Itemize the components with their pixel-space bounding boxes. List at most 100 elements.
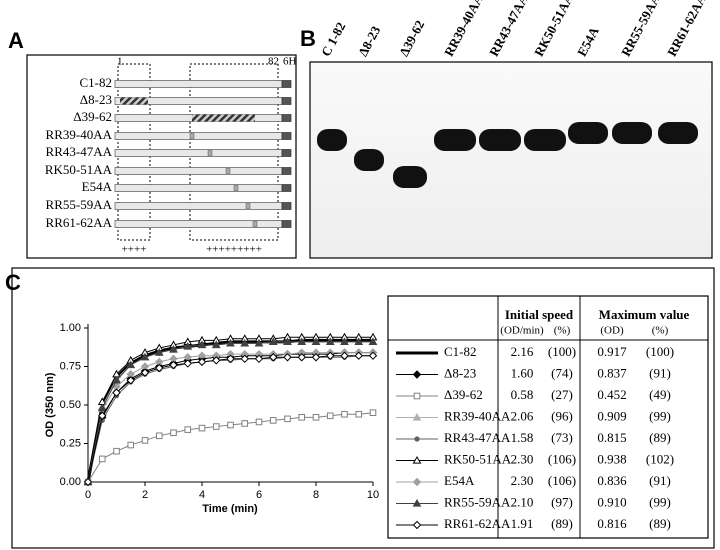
mutation (245, 203, 251, 209)
table-cell: (49) (649, 387, 671, 402)
construct-label: C1-82 (80, 75, 113, 90)
marker (412, 412, 422, 421)
marker (412, 370, 422, 379)
gel-band (479, 129, 521, 151)
marker (154, 348, 164, 356)
table-cell: (102) (646, 451, 674, 466)
table-cell: (74) (551, 365, 573, 380)
marker (283, 337, 292, 345)
construct-label: RR61-62AA (46, 215, 113, 230)
his-tag (281, 132, 292, 140)
marker (184, 426, 192, 433)
table-cell: (89) (649, 430, 671, 445)
gel-band (393, 166, 427, 188)
construct-bar (114, 202, 283, 210)
table-cell: 0.938 (597, 451, 626, 466)
his-tag (281, 149, 292, 157)
marker (297, 337, 307, 345)
construct-label: Δ39-62 (73, 109, 112, 124)
table-cell: (73) (551, 430, 573, 445)
construct-bar (114, 184, 283, 192)
marker (183, 341, 193, 350)
marker (98, 455, 106, 463)
panel-label: A (8, 28, 24, 53)
table-header: Initial speed (505, 307, 574, 322)
marker (212, 356, 221, 365)
marker (140, 368, 150, 377)
y-tick-label: 0.75 (60, 360, 81, 372)
deletion (192, 114, 255, 122)
marker (268, 337, 278, 345)
y-tick-label: 1.00 (60, 322, 81, 334)
marker (325, 337, 335, 345)
his-tag (281, 184, 292, 192)
marker (311, 353, 321, 362)
marker (283, 353, 292, 362)
table-cell: 1.58 (511, 430, 534, 445)
mutation (252, 221, 258, 227)
table-cell: 0.917 (597, 344, 627, 359)
mutation (189, 133, 195, 139)
marker (355, 410, 363, 418)
marker (412, 477, 422, 487)
marker (126, 360, 136, 369)
table-cell: (96) (551, 408, 573, 423)
legend-label: RR61-62AA (444, 516, 511, 531)
table-cell: (91) (649, 473, 671, 488)
marker (126, 376, 135, 385)
his-tag (281, 220, 292, 228)
gel-band (354, 149, 384, 171)
table-header: Maximum value (599, 307, 690, 322)
legend-label: RR43-47AA (444, 430, 511, 445)
construct-bar (114, 149, 283, 157)
marker (240, 354, 249, 364)
marker (340, 351, 349, 360)
marker (198, 424, 206, 432)
table-cell: (106) (548, 473, 576, 488)
construct-bar (114, 167, 283, 175)
x-axis-label: Time (min) (202, 503, 258, 515)
marker (212, 423, 220, 430)
legend-label: RR55-59AA (444, 494, 511, 509)
legend-label: Δ39-62 (444, 387, 483, 402)
his-tag (281, 97, 292, 105)
gel-band (317, 129, 347, 151)
x-tick-label: 10 (367, 489, 379, 501)
lane-label: Δ8-23 (355, 23, 383, 59)
table-cell: (27) (551, 387, 573, 402)
marker (170, 429, 177, 437)
marker (226, 338, 235, 347)
table-cell: (91) (649, 365, 671, 380)
residue-end: 82 (268, 56, 279, 68)
marker (254, 338, 264, 347)
table-unit: (%) (554, 325, 571, 337)
legend-label: C1-82 (444, 344, 477, 359)
marker (226, 354, 235, 364)
legend-label: Δ8-23 (444, 365, 476, 380)
panel-frame (11, 267, 715, 549)
mutation (233, 185, 239, 191)
table-cell: 0.452 (597, 387, 626, 402)
marker (241, 420, 249, 427)
deletion (120, 97, 148, 105)
marker (297, 353, 306, 362)
construct-bar (114, 80, 283, 88)
marker (255, 418, 263, 426)
mutation (225, 168, 231, 174)
marker (254, 354, 264, 364)
table-cell: 0.837 (597, 365, 627, 380)
construct-label: RR43-47AA (46, 144, 113, 159)
marker (412, 498, 422, 507)
marker (354, 337, 364, 345)
marker (113, 447, 120, 455)
x-tick-label: 2 (142, 489, 148, 501)
marker (183, 359, 192, 368)
table-cell: 2.06 (511, 408, 534, 423)
lane-label: RR61-62AA (664, 0, 709, 59)
marker (169, 360, 178, 370)
marker (284, 415, 291, 423)
table-unit: (OD) (600, 325, 624, 337)
table-cell: 0.815 (597, 430, 626, 445)
table-cell: (99) (649, 494, 671, 509)
